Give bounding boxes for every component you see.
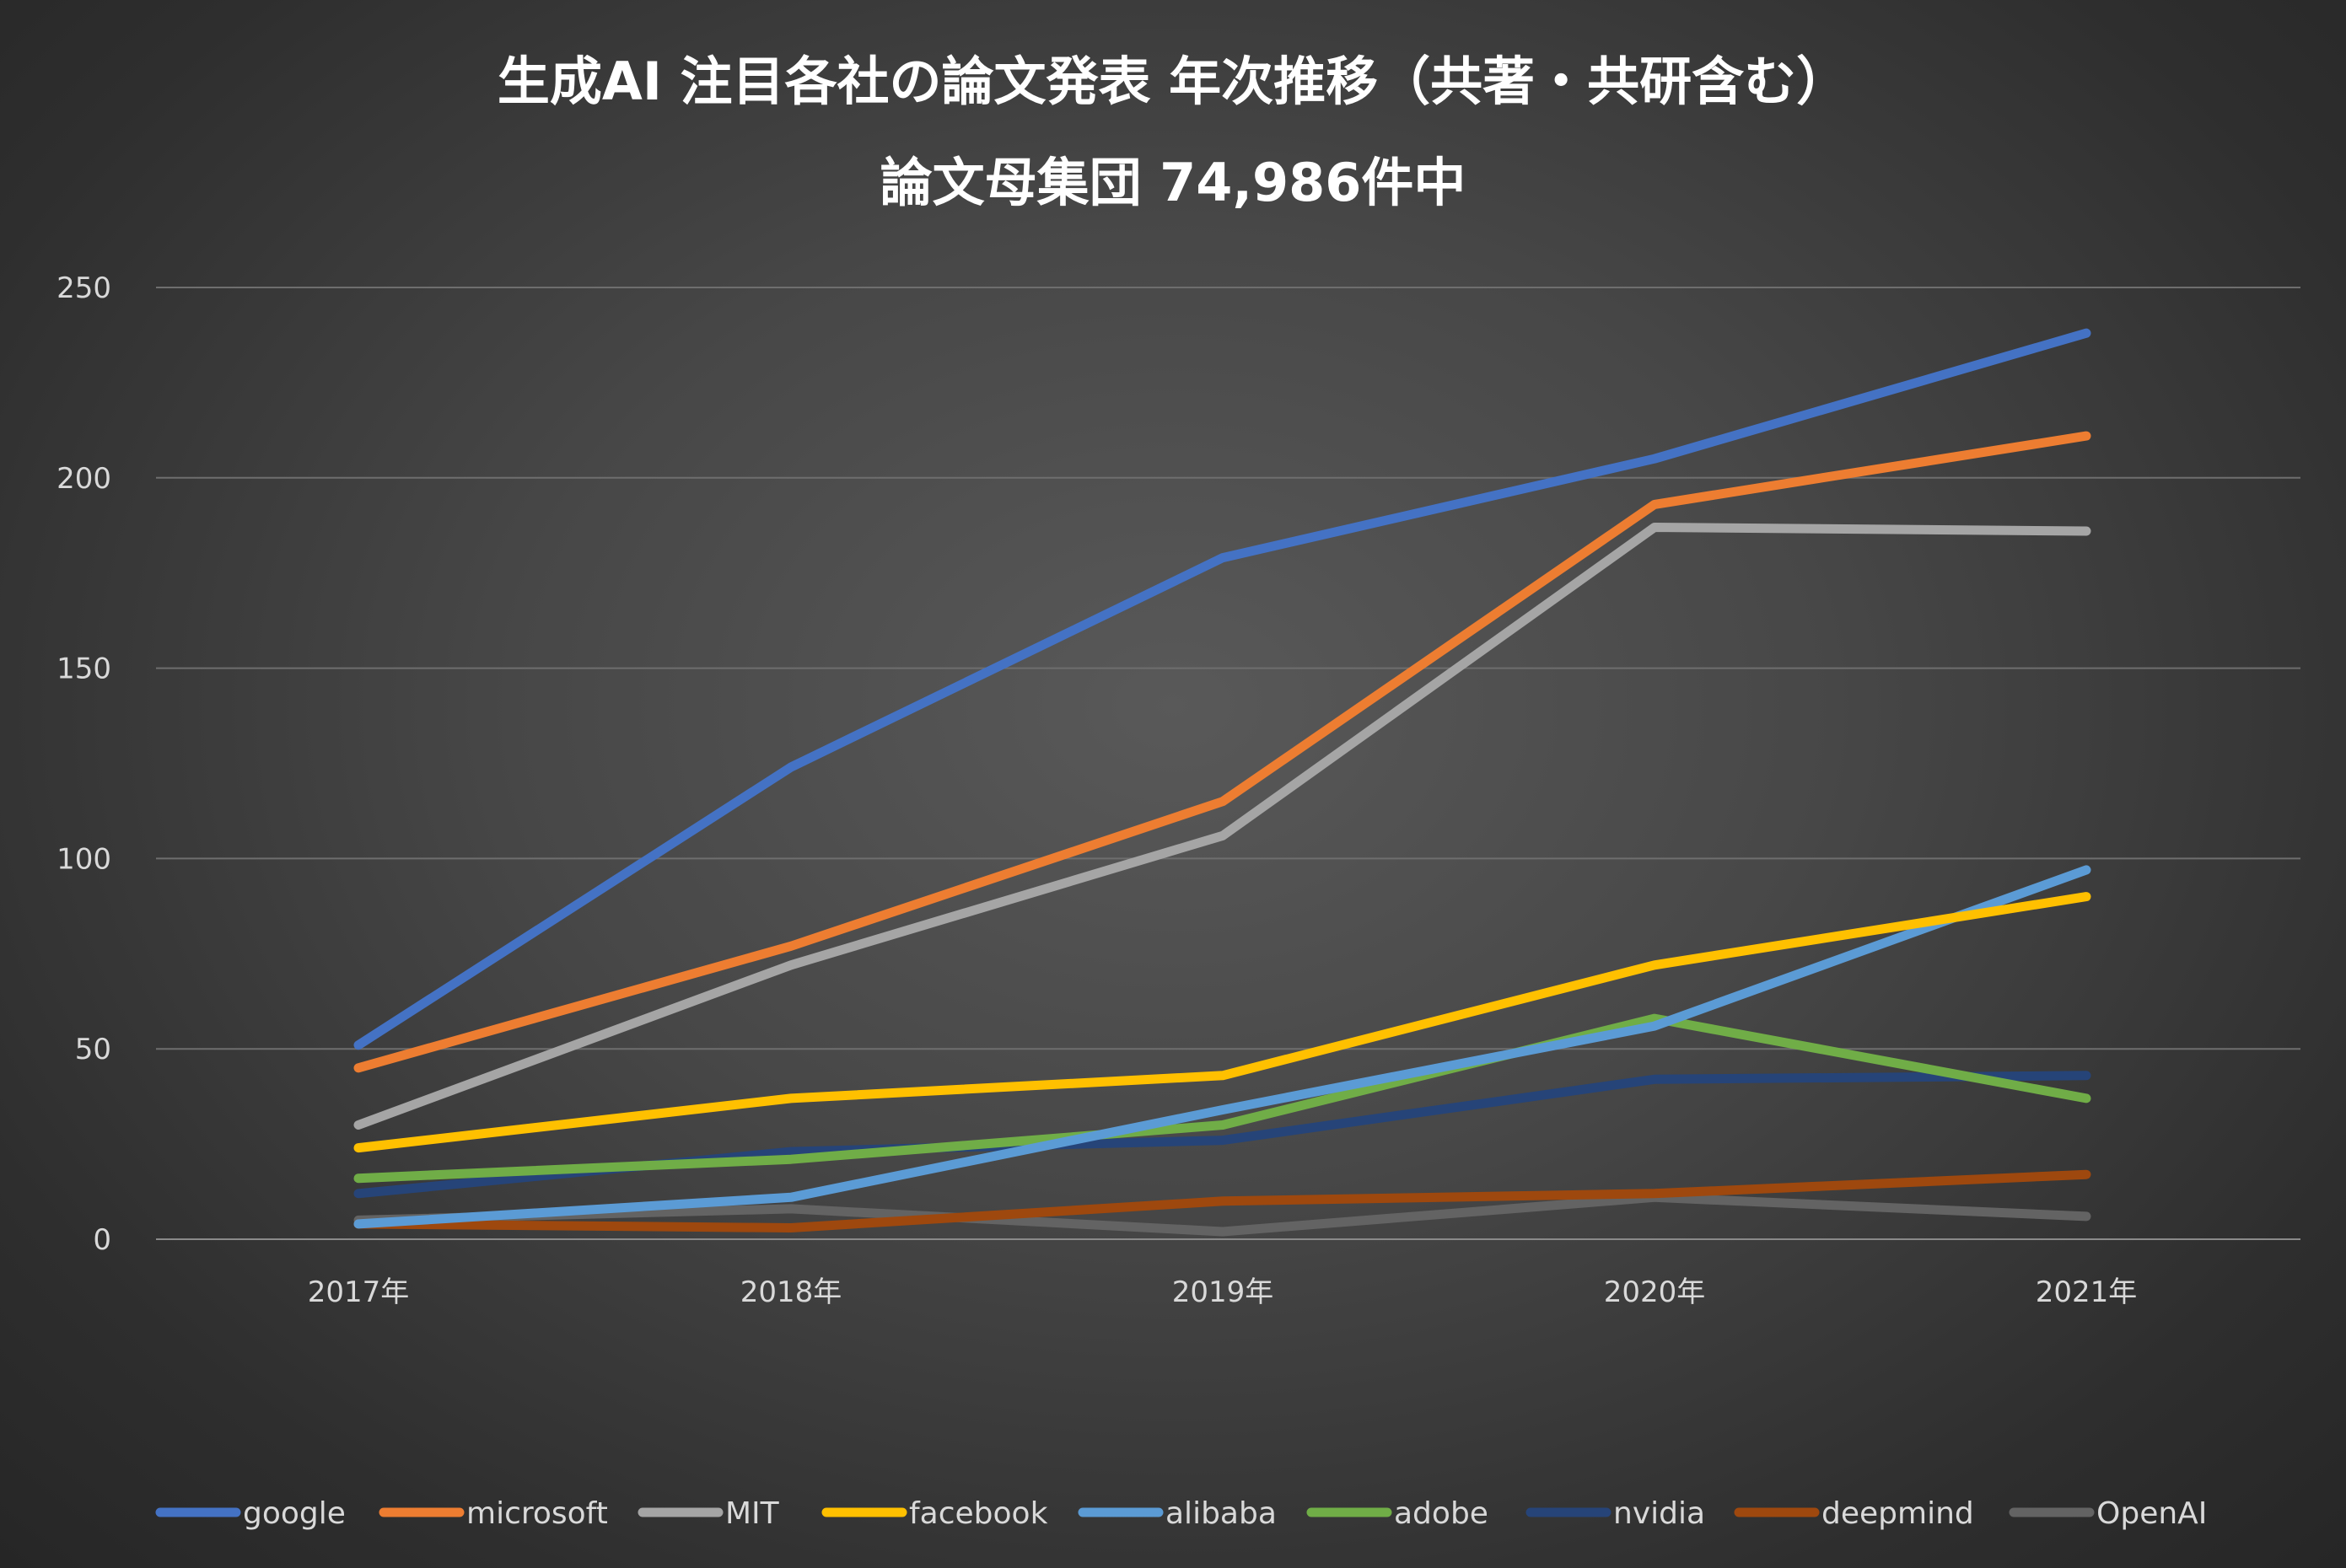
x-tick-label: 2021年 <box>2036 1275 2138 1309</box>
y-tick-label: 100 <box>56 842 111 876</box>
series-line-adobe <box>353 1013 2091 1184</box>
series-line-nvidia <box>353 1071 2091 1199</box>
series-line-deepmind <box>353 1169 2091 1232</box>
legend-label-mit: MIT <box>725 1496 780 1531</box>
x-axis-ticks: 2017年 2018年 2019年 2020年 2021年 <box>308 1275 2138 1309</box>
y-tick-label: 200 <box>56 462 111 496</box>
legend-label-alibaba: alibaba <box>1165 1496 1277 1531</box>
series-line-alibaba <box>353 865 2091 1229</box>
legend-label-openai: OpenAI <box>2096 1496 2207 1531</box>
x-tick-label: 2018年 <box>740 1275 842 1309</box>
series-line-facebook <box>353 892 2091 1153</box>
series-line-microsoft <box>353 431 2091 1073</box>
legend-label-google: google <box>243 1496 346 1531</box>
gridlines <box>156 287 2300 1240</box>
legend-label-facebook: facebook <box>909 1496 1048 1531</box>
y-tick-label: 250 <box>56 271 111 305</box>
legend: google microsoft MIT facebook alibaba adobe nv… <box>155 1496 2207 1531</box>
chart-title: 生成AI 注目各社の論文発表 年次推移（共著・共研含む） <box>498 51 1848 112</box>
chart-subtitle: 論文母集団 74,986件中 <box>880 152 1466 213</box>
y-tick-label: 150 <box>56 652 111 686</box>
x-tick-label: 2017年 <box>308 1275 410 1309</box>
series-line-google <box>353 328 2091 1050</box>
series-lines <box>353 328 2091 1237</box>
y-tick-label: 0 <box>93 1223 111 1257</box>
legend-label-microsoft: microsoft <box>466 1496 608 1531</box>
legend-label-nvidia: nvidia <box>1613 1496 1705 1531</box>
x-tick-label: 2019年 <box>1172 1275 1274 1309</box>
series-line-openai <box>353 1192 2091 1237</box>
legend-label-adobe: adobe <box>1394 1496 1488 1531</box>
y-axis-ticks: 0 50 100 150 200 250 <box>56 271 111 1257</box>
y-tick-label: 50 <box>75 1033 111 1066</box>
x-tick-label: 2020年 <box>1604 1275 1706 1309</box>
legend-label-deepmind: deepmind <box>1821 1496 1974 1531</box>
series-line-mit <box>353 523 2091 1130</box>
